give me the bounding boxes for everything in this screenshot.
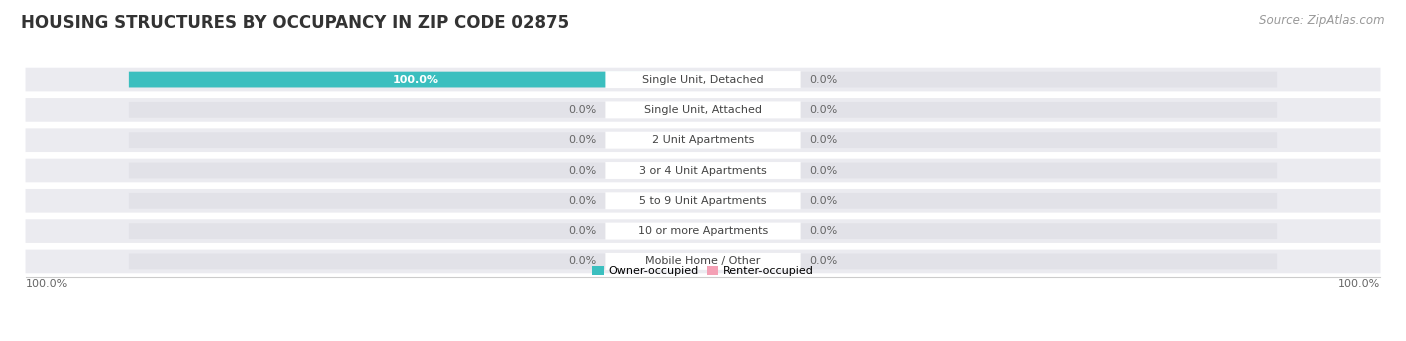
Text: 100.0%: 100.0% [1339,279,1381,289]
FancyBboxPatch shape [129,254,1277,269]
Text: 100.0%: 100.0% [392,75,439,85]
FancyBboxPatch shape [606,223,800,240]
Text: Single Unit, Detached: Single Unit, Detached [643,75,763,85]
Text: Source: ZipAtlas.com: Source: ZipAtlas.com [1260,14,1385,27]
FancyBboxPatch shape [606,253,800,270]
FancyBboxPatch shape [657,223,703,239]
Text: 0.0%: 0.0% [568,226,596,236]
FancyBboxPatch shape [129,193,1277,209]
FancyBboxPatch shape [25,128,1381,152]
FancyBboxPatch shape [25,68,1381,91]
Text: 0.0%: 0.0% [810,226,838,236]
FancyBboxPatch shape [129,132,1277,148]
FancyBboxPatch shape [25,98,1381,122]
FancyBboxPatch shape [703,72,749,87]
Text: 10 or more Apartments: 10 or more Apartments [638,226,768,236]
Text: HOUSING STRUCTURES BY OCCUPANCY IN ZIP CODE 02875: HOUSING STRUCTURES BY OCCUPANCY IN ZIP C… [21,14,569,32]
FancyBboxPatch shape [606,132,800,149]
Legend: Owner-occupied, Renter-occupied: Owner-occupied, Renter-occupied [591,264,815,279]
FancyBboxPatch shape [657,254,703,269]
FancyBboxPatch shape [703,223,749,239]
FancyBboxPatch shape [657,102,703,118]
Text: 2 Unit Apartments: 2 Unit Apartments [652,135,754,145]
FancyBboxPatch shape [25,219,1381,243]
Text: 0.0%: 0.0% [568,165,596,176]
Text: 0.0%: 0.0% [568,105,596,115]
Text: 0.0%: 0.0% [568,196,596,206]
Text: 0.0%: 0.0% [568,135,596,145]
Text: 100.0%: 100.0% [25,279,67,289]
Text: 0.0%: 0.0% [810,105,838,115]
FancyBboxPatch shape [25,189,1381,213]
Text: 0.0%: 0.0% [810,165,838,176]
Text: Single Unit, Attached: Single Unit, Attached [644,105,762,115]
FancyBboxPatch shape [606,192,800,209]
FancyBboxPatch shape [703,163,749,178]
Text: 0.0%: 0.0% [568,256,596,266]
FancyBboxPatch shape [606,162,800,179]
FancyBboxPatch shape [25,250,1381,273]
FancyBboxPatch shape [606,71,800,88]
FancyBboxPatch shape [703,132,749,148]
FancyBboxPatch shape [129,72,1277,87]
Text: Mobile Home / Other: Mobile Home / Other [645,256,761,266]
FancyBboxPatch shape [129,163,1277,178]
FancyBboxPatch shape [657,132,703,148]
Text: 0.0%: 0.0% [810,75,838,85]
FancyBboxPatch shape [129,223,1277,239]
Text: 5 to 9 Unit Apartments: 5 to 9 Unit Apartments [640,196,766,206]
FancyBboxPatch shape [129,72,703,87]
Text: 3 or 4 Unit Apartments: 3 or 4 Unit Apartments [640,165,766,176]
FancyBboxPatch shape [703,254,749,269]
FancyBboxPatch shape [606,101,800,118]
Text: 0.0%: 0.0% [810,256,838,266]
Text: 0.0%: 0.0% [810,135,838,145]
FancyBboxPatch shape [703,102,749,118]
FancyBboxPatch shape [25,159,1381,182]
FancyBboxPatch shape [703,193,749,209]
FancyBboxPatch shape [657,193,703,209]
FancyBboxPatch shape [129,102,1277,118]
Text: 0.0%: 0.0% [810,196,838,206]
FancyBboxPatch shape [657,163,703,178]
